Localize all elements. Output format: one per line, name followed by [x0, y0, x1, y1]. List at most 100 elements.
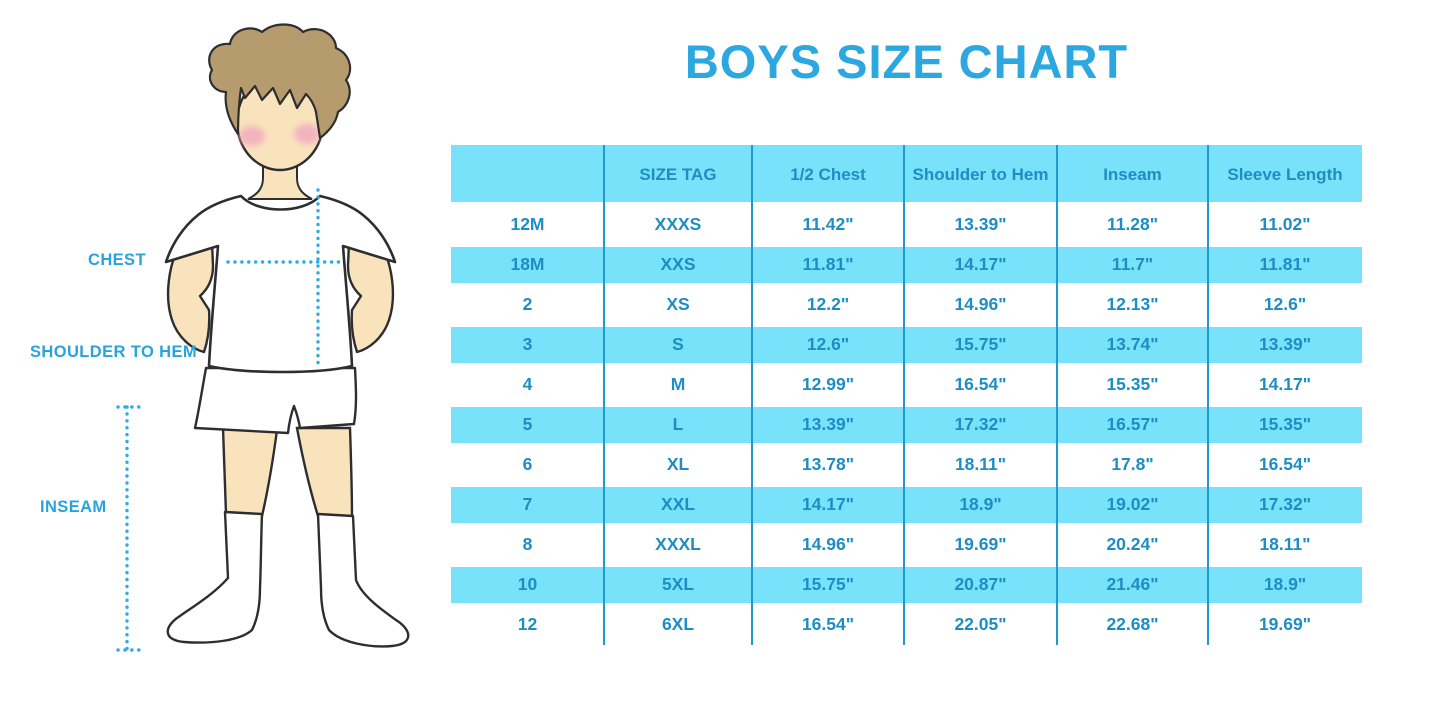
- boy-hair: [208, 23, 352, 140]
- table-cell: 17.32": [954, 414, 1007, 435]
- table-header-cell: Shoulder to Hem: [912, 165, 1049, 185]
- boy-shirt: [164, 194, 397, 374]
- table-cell: 18.11": [954, 454, 1007, 475]
- table-cell: 11.28": [1106, 214, 1159, 235]
- table-cell: 11.81": [1259, 254, 1311, 275]
- table-cell: 12.6": [806, 334, 850, 355]
- table-row: 4 M 12.99" 16.54" 15.35" 14.17": [451, 365, 1362, 405]
- table-cell: 11.7": [1111, 254, 1154, 275]
- boy-shorts: [193, 366, 358, 435]
- boy-left-leg: [221, 426, 279, 518]
- table-cell: 20.87": [954, 574, 1007, 595]
- column-divider: [903, 145, 905, 645]
- table-cell: 17.8": [1111, 454, 1154, 475]
- boy-right-arm: [346, 240, 395, 354]
- boy-right-cheek: [294, 124, 320, 144]
- table-header-cell: [451, 145, 604, 205]
- table-cell: 12.13": [1106, 294, 1159, 315]
- table-header-row: SIZE TAG 1/2 Chest Shoulder to Hem Inseam Sl…: [451, 145, 1362, 205]
- table-cell: 11.42": [802, 214, 854, 235]
- table-cell: XXXS: [654, 214, 702, 235]
- chest-label: CHEST: [88, 251, 146, 269]
- table-row: 10 5XL 15.75" 20.87" 21.46" 18.9": [451, 565, 1362, 605]
- table-cell: 12.99": [801, 374, 855, 395]
- table-cell: 5XL: [661, 574, 695, 595]
- table-cell: L: [672, 414, 684, 435]
- size-cell: 12: [517, 614, 538, 635]
- table-row: 6 XL 13.78" 18.11" 17.8" 16.54": [451, 445, 1362, 485]
- table-cell: XL: [666, 454, 690, 475]
- column-divider: [1207, 145, 1209, 645]
- shoulder-to-hem-label: SHOULDER TO HEM: [30, 343, 198, 361]
- table-cell: 19.02": [1106, 494, 1159, 515]
- boy-right-sock: [316, 512, 410, 648]
- table-row: 8 XXXL 14.96" 19.69" 20.24" 18.11": [451, 525, 1362, 565]
- boy-right-leg: [295, 426, 354, 520]
- table-row: 3 S 12.6" 15.75" 13.74" 13.39": [451, 325, 1362, 365]
- table-cell: 22.05": [954, 614, 1007, 635]
- table-cell: 16.54": [801, 614, 855, 635]
- size-cell: 7: [522, 494, 533, 515]
- table-cell: 14.96": [954, 294, 1007, 315]
- size-cell: 5: [522, 414, 533, 435]
- boy-left-arm: [166, 240, 215, 354]
- table-cell: 14.96": [801, 534, 855, 555]
- table-cell: 18.9": [1263, 574, 1307, 595]
- size-cell: 10: [517, 574, 538, 595]
- table-cell: 16.57": [1106, 414, 1159, 435]
- table-cell: 19.69": [954, 534, 1007, 555]
- table-cell: 15.35": [1258, 414, 1312, 435]
- table-row: 12 6XL 16.54" 22.05" 22.68" 19.69": [451, 605, 1362, 645]
- size-cell: 12M: [510, 214, 545, 235]
- table-cell: 21.46": [1106, 574, 1159, 595]
- column-divider: [751, 145, 753, 645]
- inseam-label: INSEAM: [40, 498, 107, 516]
- table-cell: 16.54": [1258, 454, 1312, 475]
- table-row: 12M XXXS 11.42" 13.39" 11.28" 11.02": [451, 205, 1362, 245]
- table-row: 7 XXL 14.17" 18.9" 19.02" 17.32": [451, 485, 1362, 525]
- size-cell: 3: [522, 334, 533, 355]
- table-cell: 13.39": [954, 214, 1007, 235]
- size-cell: 2: [522, 294, 533, 315]
- inseam-measure-line: [116, 405, 146, 652]
- table-cell: XXXL: [655, 534, 701, 555]
- table-cell: 20.24": [1106, 534, 1159, 555]
- table-cell: 14.17": [801, 494, 855, 515]
- table-cell: XXS: [660, 254, 696, 275]
- table-header-cell: Inseam: [1103, 165, 1162, 185]
- size-cell: 6: [522, 454, 533, 475]
- size-cell: 18M: [510, 254, 545, 275]
- table-cell: 15.75": [954, 334, 1007, 355]
- table-cell: 11.02": [1259, 214, 1311, 235]
- table-cell: 19.69": [1258, 614, 1312, 635]
- table-cell: 13.78": [801, 454, 855, 475]
- table-cell: 6XL: [661, 614, 695, 635]
- table-row: 18M XXS 11.81" 14.17" 11.7" 11.81": [451, 245, 1362, 285]
- size-table: SIZE TAG 1/2 Chest Shoulder to Hem Inseam Sl…: [451, 145, 1362, 645]
- table-cell: 22.68": [1106, 614, 1159, 635]
- size-cell: 4: [522, 374, 533, 395]
- table-cell: 13.39": [801, 414, 855, 435]
- table-cell: 17.32": [1258, 494, 1312, 515]
- table-cell: 15.75": [801, 574, 855, 595]
- table-cell: 12.2": [806, 294, 850, 315]
- table-cell: XXL: [660, 494, 696, 515]
- table-header-cell: 1/2 Chest: [790, 165, 866, 185]
- table-cell: 11.81": [802, 254, 854, 275]
- table-row: 2 XS 12.2" 14.96" 12.13" 12.6": [451, 285, 1362, 325]
- size-cell: 8: [522, 534, 533, 555]
- table-header-cell: SIZE TAG: [639, 165, 717, 185]
- page-title: BOYS SIZE CHART: [684, 35, 1129, 88]
- table-cell: M: [670, 374, 686, 395]
- table-cell: 14.17": [954, 254, 1007, 275]
- boy-measurement-illustration: [116, 23, 410, 652]
- table-cell: 15.35": [1106, 374, 1159, 395]
- table-cell: S: [672, 334, 684, 355]
- table-cell: 18.9": [959, 494, 1002, 515]
- table-cell: 13.39": [1258, 334, 1312, 355]
- boy-left-cheek: [239, 126, 265, 146]
- table-header-cell: Sleeve Length: [1227, 165, 1343, 185]
- table-row: 5 L 13.39" 17.32" 16.57" 15.35": [451, 405, 1362, 445]
- table-cell: XS: [666, 294, 690, 315]
